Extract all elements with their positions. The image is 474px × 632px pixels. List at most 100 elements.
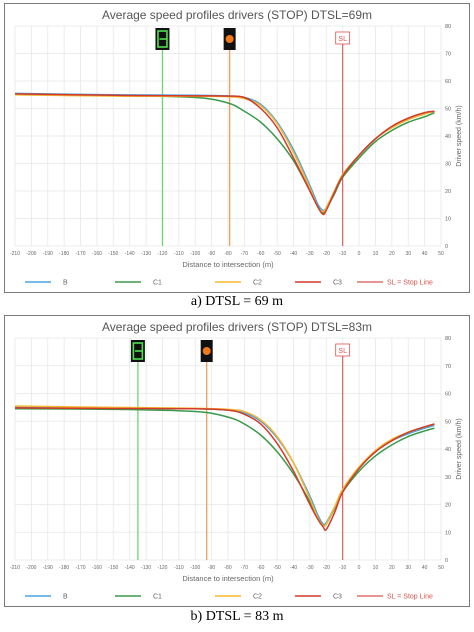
chart-legend: B C1 C2 C3 SL = Stop Line: [25, 594, 433, 601]
x-tick-label: -10: [339, 565, 346, 571]
x-tick-label: 30: [405, 565, 411, 571]
x-tick-label: -90: [208, 251, 215, 257]
x-tick-label: -120: [157, 565, 167, 571]
y-tick-label: 70: [445, 52, 451, 58]
y-axis-label: Driver speed (km/h): [456, 105, 463, 166]
y-tick-label: 80: [445, 336, 451, 342]
x-tick-label: -100: [190, 565, 200, 571]
x-tick-label: -190: [43, 251, 53, 257]
x-axis-label: Distance to intersection (m): [182, 260, 274, 269]
legend-label-c2: C2: [253, 594, 262, 601]
amber-traffic-light-icon: [223, 28, 236, 50]
x-tick-label: -50: [274, 565, 281, 571]
y-tick-label: 40: [445, 447, 451, 453]
stop-line-sign-icon: SL: [335, 343, 351, 357]
x-tick-label: 20: [389, 251, 395, 257]
x-tick-label: 40: [422, 565, 428, 571]
x-tick-label: -200: [26, 565, 36, 571]
x-tick-label: 10: [373, 565, 379, 571]
legend-label-c3: C3: [333, 594, 342, 601]
series-line-c2: [14, 405, 435, 527]
stop-line-sign-frame: [335, 343, 351, 357]
x-tick-label: -30: [306, 565, 313, 571]
y-tick-label: 80: [445, 24, 451, 30]
x-tick-label: -140: [125, 565, 135, 571]
legend-label-b: B: [63, 594, 68, 601]
green-traffic-light-icon: [155, 28, 170, 50]
chart-title: Average speed profiles drivers (STOP) DT…: [102, 8, 372, 22]
legend-label-c1: C1: [153, 594, 162, 601]
x-tick-label: -180: [59, 251, 69, 257]
series-line-b: [14, 92, 435, 212]
figure-caption-b: b) DTSL = 83 m: [190, 609, 284, 624]
legend-label-c2: C2: [253, 280, 262, 287]
series-line-c1: [14, 94, 435, 214]
x-tick-label: 40: [422, 251, 428, 257]
stop-line-sign-label: SL: [338, 348, 347, 355]
legend-label-c1: C1: [153, 280, 162, 287]
chart-panel-a: Average speed profiles drivers (STOP) DT…: [4, 3, 470, 293]
figure-caption-a: a) DTSL = 69 m: [190, 294, 284, 309]
y-tick-label: 50: [445, 107, 451, 113]
x-tick-label: -140: [125, 251, 135, 257]
x-tick-label: -210: [10, 251, 20, 257]
series-line-c3: [14, 407, 435, 531]
x-tick-label: 50: [438, 251, 444, 257]
x-axis-label: Distance to intersection (m): [182, 574, 274, 583]
y-tick-label: 60: [445, 79, 451, 85]
x-tick-label: -70: [241, 251, 248, 257]
y-tick-label: 30: [445, 162, 451, 168]
y-tick-label: 30: [445, 475, 451, 481]
legend-label-stop-line: SL = Stop Line: [387, 280, 433, 287]
legend-label-stop-line: SL = Stop Line: [387, 594, 433, 601]
x-tick-label: -50: [274, 251, 281, 257]
chart-panel-b: Average speed profiles drivers (STOP) DT…: [4, 315, 470, 607]
legend-label-b: B: [63, 280, 68, 287]
x-tick-label: 50: [438, 565, 444, 571]
y-tick-label: 0: [445, 558, 448, 564]
stop-line-sign-label: SL: [338, 36, 347, 43]
y-tick-label: 20: [445, 189, 451, 195]
x-tick-label: -100: [190, 251, 200, 257]
series-line-c1: [14, 408, 435, 527]
x-tick-label: -80: [224, 565, 231, 571]
green-traffic-light-icon: [130, 340, 145, 362]
x-tick-label: -150: [108, 251, 118, 257]
x-tick-label: -170: [76, 251, 86, 257]
legend-label-c3: C3: [333, 280, 342, 287]
x-tick-label: -200: [26, 251, 36, 257]
y-axis-label: Driver speed (km/h): [456, 418, 463, 479]
stop-line-sign-frame: [335, 31, 351, 45]
x-tick-label: -30: [306, 251, 313, 257]
x-tick-label: -110: [174, 251, 184, 257]
x-tick-label: -80: [224, 251, 231, 257]
x-tick-label: -20: [323, 565, 330, 571]
speed-profile-chart-b: Average speed profiles drivers (STOP) DT…: [10, 320, 463, 601]
x-tick-label: -160: [92, 251, 102, 257]
y-tick-label: 0: [445, 244, 448, 250]
x-tick-label: -20: [323, 251, 330, 257]
x-tick-label: 0: [358, 565, 361, 571]
series-line-b: [14, 406, 435, 526]
chart-legend: B C1 C2 C3 SL = Stop Line: [25, 280, 433, 287]
x-tick-label: -130: [141, 251, 151, 257]
y-tick-label: 40: [445, 134, 451, 140]
series-line-c2: [14, 94, 435, 213]
x-tick-label: -210: [10, 565, 20, 571]
x-tick-label: -110: [174, 565, 184, 571]
y-tick-label: 10: [445, 530, 451, 536]
y-tick-label: 60: [445, 392, 451, 398]
y-tick-label: 50: [445, 419, 451, 425]
speed-profile-chart-a: Average speed profiles drivers (STOP) DT…: [10, 8, 463, 287]
x-tick-label: -130: [141, 565, 151, 571]
x-tick-label: 20: [389, 565, 395, 571]
grid-lines: [14, 25, 442, 247]
series-line-c3: [14, 93, 435, 216]
amber-light: [202, 347, 211, 355]
grid-lines: [14, 337, 442, 561]
x-tick-label: -10: [339, 251, 346, 257]
x-tick-label: 0: [358, 251, 361, 257]
y-tick-label: 10: [445, 217, 451, 223]
y-tick-label: 70: [445, 364, 451, 370]
x-tick-label: -40: [290, 251, 297, 257]
